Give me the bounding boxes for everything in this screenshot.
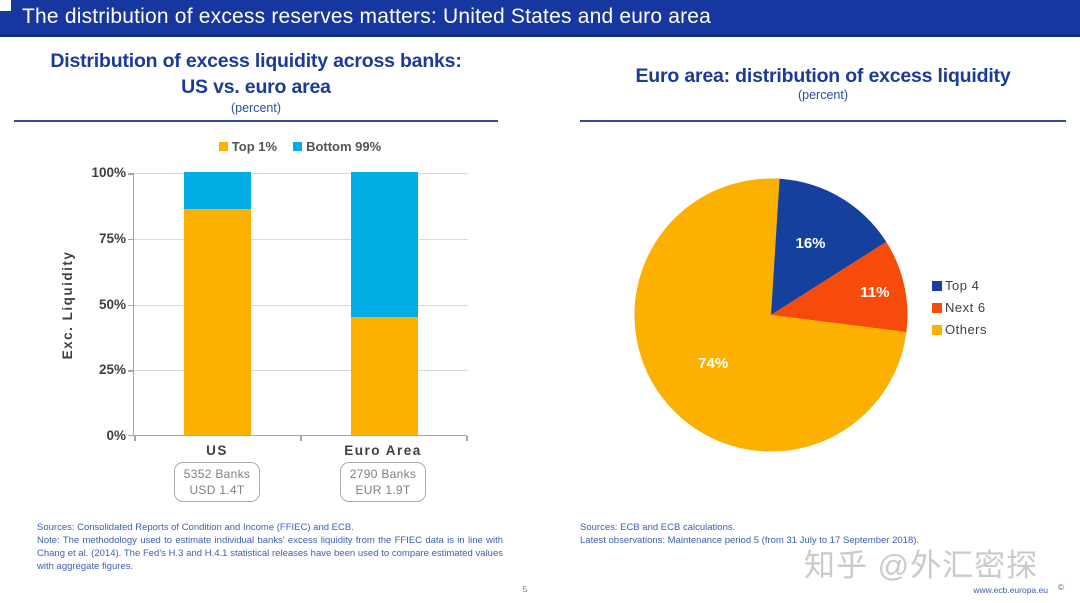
right-chart-subtitle: (percent) [797,88,849,102]
us-banks-count: 5352 Banks [183,467,251,481]
y-tick-75: 75% [98,230,126,246]
pie-swatch-top-4 [932,280,942,291]
pie-slice-next-6 [771,241,908,333]
pie-data-label-top-4: 16% [795,235,825,252]
left-note: Note: The methodology used to estimate i… [37,535,503,572]
left-sources: Sources: Consolidated Reports of Conditi… [37,521,503,573]
page-number: 5 [522,584,528,594]
gridline-75 [134,238,468,240]
pie-legend-item-top-4: Top 4 [932,278,987,293]
legend-item-bottom-99pct: Bottom 99% [293,139,381,154]
annotation-box-us: 5352 Banks USD 1.4T [174,462,260,502]
pie-swatch-others [932,324,942,335]
corner-decoration [0,0,11,11]
pie-data-label-next-6: 11% [860,284,889,301]
annotation-box-euro-area: 2790 Banks EUR 1.9T [340,462,426,502]
watermark: 知乎 @外汇密探 [804,548,1039,583]
bar-chart-legend: Top 1% Bottom 99% [133,139,467,154]
y-tick-0: 0% [106,428,126,443]
x-tickmark-right [466,436,468,441]
pie-legend-label-next-6: Next 6 [945,300,986,315]
gridline-100 [134,173,468,174]
pie-legend-label-top-4: Top 4 [945,278,980,293]
legend-item-top-1pct: Top 1% [218,139,278,154]
y-tickmark-50 [128,304,133,306]
legend-swatch-top-1pct [218,142,228,151]
footer-url[interactable]: www.ecb.europa.eu [973,585,1048,595]
pie-legend-item-next-6: Next 6 [932,300,987,315]
left-chart-subtitle: (percent) [230,101,282,115]
x-category-label-euro-area: Euro Area [344,443,422,458]
x-tickmark-middle [300,436,302,441]
pie-slice-others [634,178,907,452]
slide-title: The distribution of excess reserves matt… [22,5,712,28]
y-tick-25: 25% [98,362,126,378]
y-tick-100: 100% [91,165,126,180]
y-tickmark-0 [128,434,133,436]
right-chart-title: Euro area: distribution of excess liquid… [635,65,1011,87]
gridline-25 [134,370,468,372]
copyright-icon: © [1058,583,1064,592]
left-sources-line: Sources: Consolidated Reports of Conditi… [37,522,354,533]
pie-legend-label-others: Others [945,322,988,337]
right-sources-line: Sources: ECB and ECB calculations. [580,522,736,533]
y-axis-title: Exc. Liquidity [60,250,75,360]
bar-segment-us-top-1- [184,208,251,435]
left-chart-title: Distribution of excess liquidity across … [14,48,498,100]
left-chart-title-line1: Distribution of excess liquidity across … [50,50,462,72]
left-chart-title-line2: US vs. euro area [181,76,331,98]
pie-legend-item-others: Others [932,322,987,337]
x-tickmark-left [134,436,136,441]
legend-swatch-bottom-99pct [293,142,303,151]
bar-segment-euro-area-bottom-99- [351,171,418,317]
pie-swatch-next-6 [932,302,942,313]
pie-legend: Top 4 Next 6 Others [932,278,987,344]
bar-segment-us-bottom-99- [184,172,251,209]
pie-svg: 16% 11% 74% [634,178,908,452]
right-latest-observations: Latest observations: Maintenance period … [580,535,920,546]
legend-label-bottom-99pct: Bottom 99% [306,139,382,154]
slide-header: The distribution of excess reserves matt… [0,0,1080,37]
x-category-label-us: US [206,443,228,458]
legend-label-top-1pct: Top 1% [231,139,278,154]
gridline-50 [134,304,468,306]
euro-liquidity-size: EUR 1.9T [355,483,411,497]
y-tickmark-100 [128,173,133,175]
us-liquidity-size: USD 1.4T [189,483,245,497]
y-tickmark-25 [128,370,133,372]
right-sources: Sources: ECB and ECB calculations. Lates… [580,521,1066,547]
pie-slice-top-4 [771,178,887,315]
pie-data-label-others: 74% [698,355,728,372]
y-tickmark-75 [128,238,133,241]
euro-banks-count: 2790 Banks [349,467,417,481]
left-title-rule [14,120,498,122]
y-tick-50: 50% [98,296,126,312]
bar-plot-area [128,171,468,441]
right-title-rule [580,120,1066,122]
bar-segment-euro-area-top-1- [351,316,418,435]
